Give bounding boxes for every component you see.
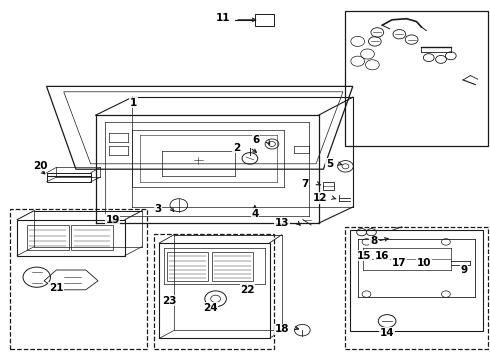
Text: 17: 17 [392,258,407,268]
Bar [255,14,274,26]
Text: 22: 22 [240,285,255,295]
Text: 24: 24 [203,303,218,313]
Text: 10: 10 [416,258,431,268]
Text: 19: 19 [105,215,120,225]
Text: 16: 16 [375,251,390,261]
Text: 8: 8 [370,236,377,246]
Text: 4: 4 [251,209,259,219]
Bar [323,182,334,190]
Text: 7: 7 [301,179,309,189]
Text: 3: 3 [154,204,162,214]
Bar [345,11,488,146]
Text: 11: 11 [216,13,230,23]
Text: 9: 9 [461,265,468,275]
Bar [345,227,488,349]
Text: 1: 1 [130,98,137,108]
Text: 23: 23 [162,296,176,306]
Text: 5: 5 [326,159,333,169]
Bar [154,234,274,349]
Bar [10,209,147,349]
Text: 2: 2 [233,143,240,153]
Text: 15: 15 [357,251,371,261]
Text: 21: 21 [49,283,64,293]
Text: 18: 18 [274,324,289,334]
Text: 6: 6 [252,135,260,145]
Text: 20: 20 [33,161,48,171]
Text: 12: 12 [313,193,327,203]
Text: 14: 14 [380,328,394,338]
Text: 13: 13 [274,218,289,228]
